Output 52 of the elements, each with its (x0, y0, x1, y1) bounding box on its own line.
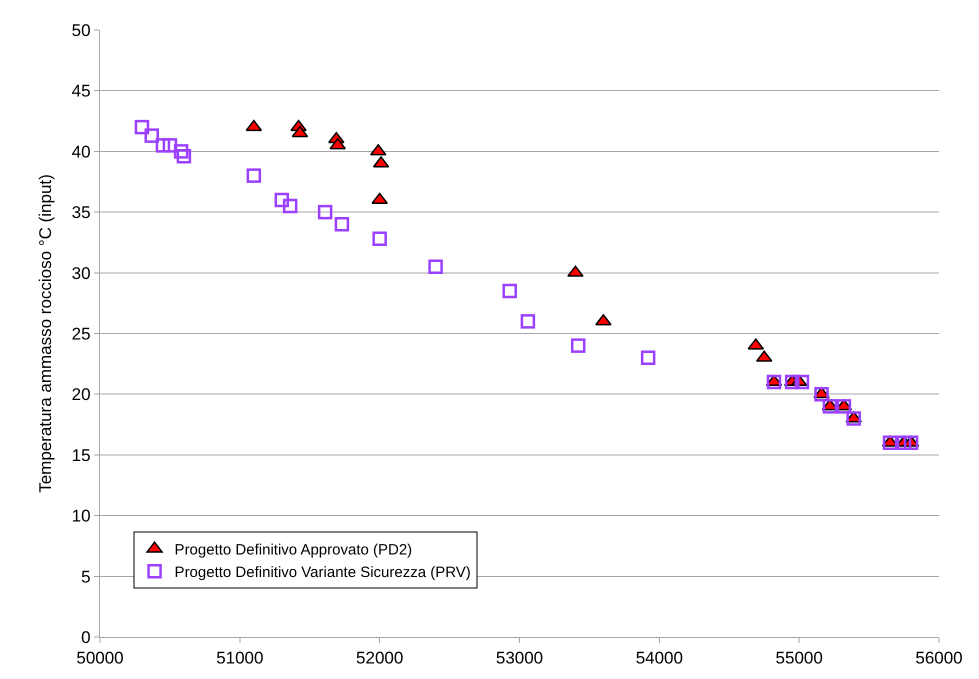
point (334, 216, 350, 232)
point (640, 350, 656, 366)
y-tick-label: 35 (72, 203, 91, 222)
point (784, 374, 800, 390)
legend-label: Progetto Definitivo Variante Sicurezza (PRV) (174, 564, 471, 582)
point (882, 436, 898, 450)
x-tick-label: 52000 (356, 648, 404, 668)
point (246, 120, 262, 132)
legend-label: Progetto Definitivo Approvato (PD2) (174, 542, 412, 559)
x-tick-label: 54000 (636, 648, 683, 668)
y-axis-title: Temperatura ammasso roccioso °C (input) (36, 174, 56, 493)
point (292, 126, 308, 138)
point (156, 138, 170, 153)
y-tick-label: 5 (81, 567, 91, 586)
point (162, 138, 178, 153)
point (748, 338, 764, 350)
point (904, 436, 918, 450)
x-tick-label: 53000 (496, 648, 544, 668)
point (428, 259, 443, 274)
point (134, 120, 150, 134)
point (794, 374, 810, 390)
y-tick-label: 0 (81, 628, 91, 647)
x-tick-label: 55000 (776, 648, 823, 668)
y-tick-label: 10 (72, 506, 91, 526)
y-tick-label: 15 (72, 446, 91, 465)
point (282, 198, 298, 214)
point (896, 436, 912, 450)
y-tick-label: 40 (72, 142, 91, 162)
point (372, 156, 390, 168)
point (846, 411, 861, 426)
y-tick-label: 20 (72, 385, 91, 404)
point (246, 168, 262, 183)
point (176, 149, 192, 164)
point (502, 284, 517, 298)
y-tick-label: 30 (72, 264, 91, 283)
y-tick-label: 50 (72, 20, 91, 40)
point (836, 399, 852, 414)
point (174, 144, 188, 159)
y-tick-label: 25 (72, 324, 91, 344)
point (318, 204, 332, 220)
x-tick-label: 51000 (216, 648, 264, 668)
point (766, 374, 782, 390)
point (144, 128, 159, 143)
point (814, 386, 829, 402)
point (372, 232, 387, 246)
point (570, 338, 586, 353)
x-tick-label: 56000 (915, 648, 963, 668)
x-tick-label: 50000 (76, 648, 124, 668)
point (520, 314, 536, 329)
y-tick-label: 45 (72, 82, 91, 101)
point (274, 192, 290, 208)
point (822, 399, 838, 414)
